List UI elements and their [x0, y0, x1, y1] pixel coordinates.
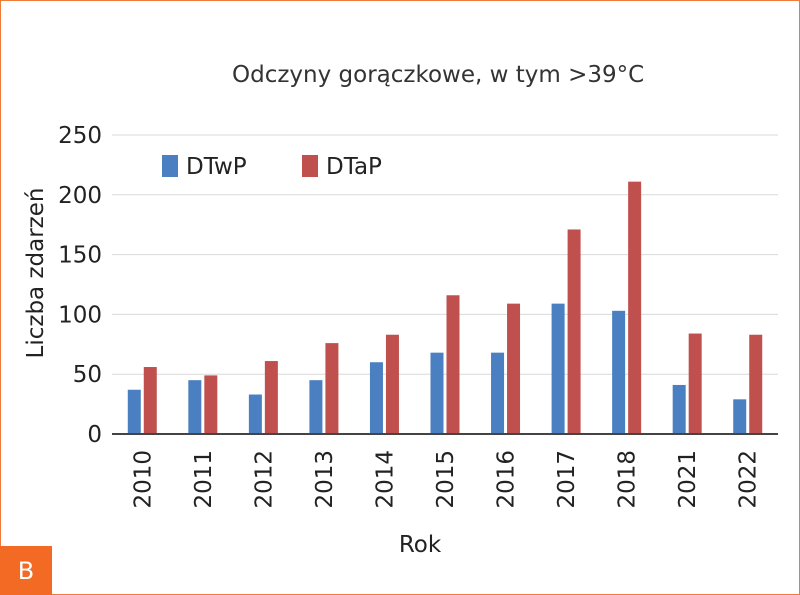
bars	[127, 181, 763, 434]
bar-dtap-2014	[385, 334, 399, 434]
bar-dtap-2017	[567, 229, 581, 434]
bar-dtwp-2012	[248, 394, 262, 434]
legend-swatch-dtwp	[162, 155, 178, 177]
x-tick-label: 2011	[191, 450, 217, 509]
x-tick-label: 2010	[130, 450, 156, 509]
x-tick-label: 2015	[433, 450, 459, 509]
x-tick-label: 2014	[372, 450, 398, 509]
legend: DTwP DTaP	[162, 154, 382, 180]
bar-dtap-2012	[264, 361, 278, 434]
x-tick-label: 2017	[554, 450, 580, 509]
bar-dtwp-2015	[430, 352, 444, 434]
x-tick-label: 2013	[312, 450, 338, 509]
bar-dtap-2011	[204, 375, 218, 434]
bar-dtwp-2011	[188, 380, 202, 434]
bar-dtwp-2010	[127, 389, 141, 434]
legend-label-dtwp: DTwP	[186, 154, 247, 180]
bar-dtap-2022	[749, 334, 763, 434]
bar-dtap-2016	[507, 303, 521, 434]
x-tick-label: 2012	[251, 450, 277, 509]
y-tick-label: 250	[58, 123, 102, 149]
bar-dtap-2010	[143, 367, 157, 434]
bar-dtwp-2016	[491, 352, 505, 434]
axes: 0 50 100 150 200 250 2010 2011 2012 2013 2014 2015 2…	[58, 123, 778, 509]
y-axis-label: Liczba zdarzeń	[23, 187, 49, 359]
y-tick-label: 200	[58, 183, 102, 209]
bar-dtwp-2017	[551, 303, 565, 434]
y-tick-label: 0	[87, 422, 102, 448]
bar-dtwp-2013	[309, 380, 323, 434]
grid-lines	[112, 134, 778, 375]
y-tick-label: 150	[58, 243, 102, 269]
legend-label-dtap: DTaP	[326, 154, 382, 180]
legend-swatch-dtap	[302, 155, 318, 177]
bar-dtwp-2022	[733, 399, 747, 434]
bar-dtap-2018	[628, 181, 642, 434]
bar-dtwp-2018	[612, 310, 626, 434]
y-tick-label: 50	[73, 362, 102, 388]
x-tick-label: 2018	[615, 450, 641, 509]
x-axis-label: Rok	[398, 532, 442, 558]
bar-dtwp-2021	[672, 384, 686, 434]
bar-dtap-2015	[446, 295, 460, 434]
chart-title: Odczyny gorączkowe, w tym >39°C	[232, 62, 645, 88]
bar-dtap-2021	[688, 333, 702, 434]
x-tick-label: 2016	[494, 450, 520, 509]
bar-dtwp-2014	[369, 362, 383, 434]
y-tick-label: 100	[58, 302, 102, 328]
panel-label-badge: B	[0, 546, 52, 595]
bar-dtap-2013	[325, 343, 339, 434]
x-tick-label: 2021	[675, 450, 701, 509]
x-tick-label: 2022	[736, 450, 762, 509]
